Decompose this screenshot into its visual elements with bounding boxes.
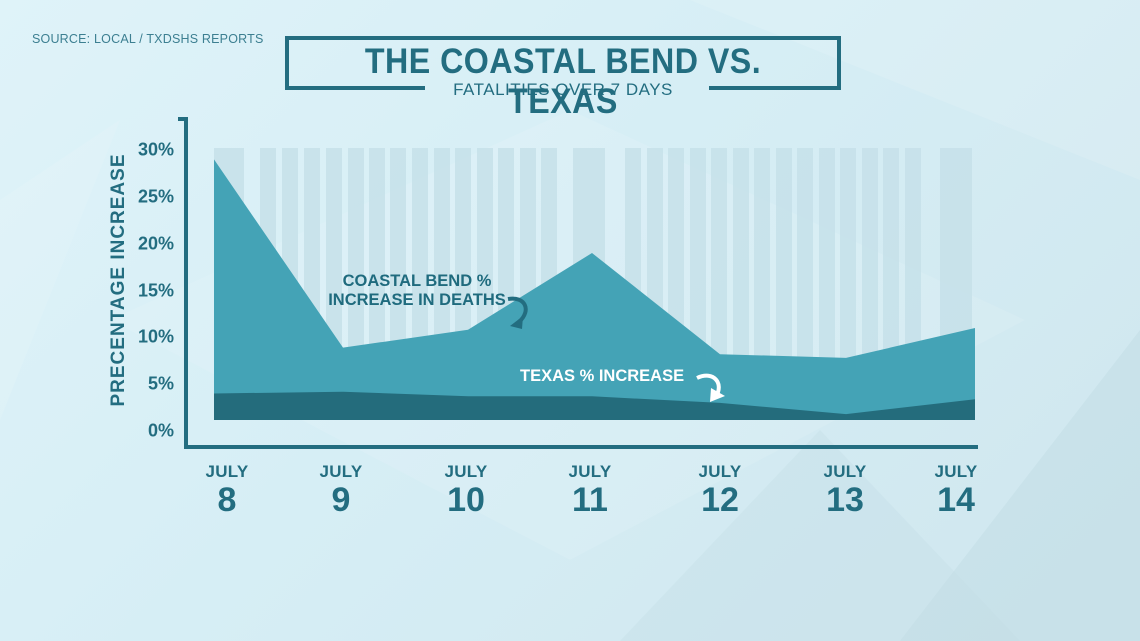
y-tick: 5% xyxy=(147,373,174,394)
source-label: SOURCE: LOCAL / TXDSHS REPORTS xyxy=(32,32,264,46)
texas-area xyxy=(214,391,975,420)
page-title: THE COASTAL BEND VS. TEXAS xyxy=(364,42,762,121)
y-tick: 20% xyxy=(137,233,174,254)
x-tick: JULY 12 xyxy=(698,462,742,519)
texas-annotation: TEXAS % INCREASE xyxy=(520,367,685,385)
coastal-bend-arrow-icon xyxy=(507,296,528,329)
x-tick: JULY 13 xyxy=(823,462,867,519)
x-tick: JULY 10 xyxy=(444,462,488,519)
x-tick: JULY 14 xyxy=(934,462,978,519)
coastal-bend-annotation: COASTAL BEND % INCREASE IN DEATHS xyxy=(328,272,506,309)
x-tick: JULY 8 xyxy=(205,462,249,519)
y-tick: 30% xyxy=(137,139,174,160)
y-tick: 0% xyxy=(147,420,174,441)
coastal-bend-area xyxy=(214,159,975,420)
texas-arrow-icon xyxy=(696,373,725,402)
y-tick: 15% xyxy=(137,280,174,300)
plot-area xyxy=(214,159,975,420)
y-tick: 25% xyxy=(137,186,174,207)
x-tick: JULY 9 xyxy=(319,462,363,519)
page-subtitle: FATALITIES OVER 7 DAYS xyxy=(453,80,673,99)
x-tick: JULY 11 xyxy=(568,462,612,519)
y-axis xyxy=(178,117,978,449)
title-frame xyxy=(285,36,841,90)
y-tick: 10% xyxy=(137,326,174,347)
